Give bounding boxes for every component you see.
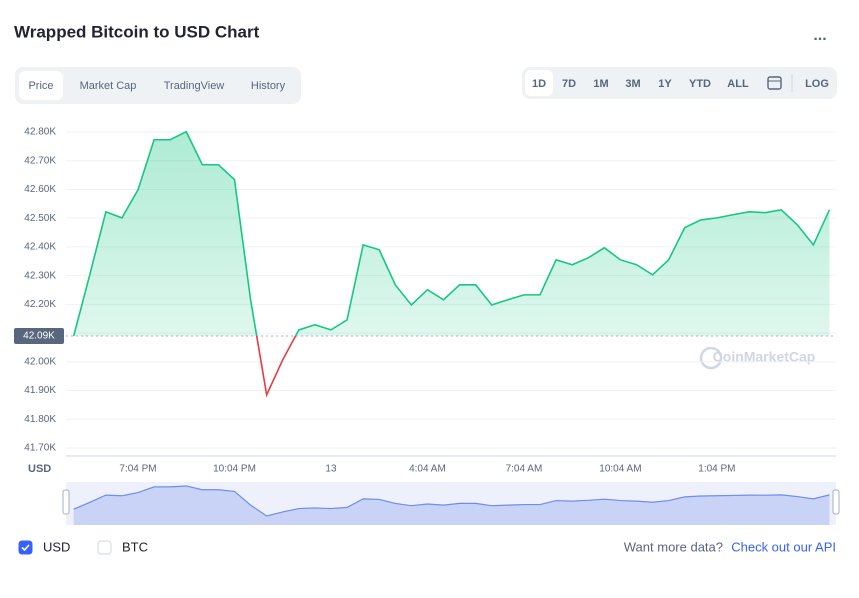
watermark: CoinMarketCap — [713, 349, 816, 365]
price-line — [72, 130, 831, 336]
navigator-area — [73, 485, 830, 525]
range-button[interactable]: 1Y — [658, 78, 672, 90]
footer-question: Want more data? — [624, 539, 723, 554]
y-tick-label: 42.80K — [24, 127, 56, 138]
y-tick-label: 42.60K — [24, 184, 56, 195]
tab[interactable]: TradingView — [164, 80, 225, 92]
y-axis-label: USD — [28, 463, 51, 475]
x-tick-label: 10:04 PM — [213, 464, 256, 475]
y-tick-label: 42.50K — [24, 213, 56, 224]
menu-button[interactable]: ... — [813, 27, 826, 44]
title: Wrapped Bitcoin to USD Chart — [14, 22, 260, 41]
tab[interactable]: Price — [28, 80, 53, 92]
tab[interactable]: History — [251, 80, 286, 92]
range-button[interactable]: 3M — [625, 78, 640, 90]
x-tick-label: 7:04 PM — [119, 464, 156, 475]
y-tick-label: 42.00K — [24, 356, 56, 367]
y-tick-label: 42.70K — [24, 155, 56, 166]
x-tick-label: 13 — [325, 464, 337, 475]
y-tick-label: 42.40K — [24, 242, 56, 253]
navigator-line — [73, 485, 830, 517]
legend-label[interactable]: USD — [43, 539, 70, 554]
calendar-icon[interactable] — [767, 76, 782, 90]
watermark-logo — [699, 346, 723, 370]
y-tick-label: 42.20K — [24, 299, 56, 310]
x-tick-label: 10:04 AM — [599, 464, 641, 475]
navigator-handle[interactable] — [832, 489, 840, 515]
x-tick-label: 4:04 AM — [409, 464, 446, 475]
x-tick-label: 7:04 AM — [506, 464, 543, 475]
range-button[interactable]: 1M — [593, 78, 608, 90]
range-button[interactable]: ALL — [727, 78, 749, 90]
reference-label-box — [14, 327, 64, 344]
reference-label: 42.09K — [23, 331, 55, 342]
range-button[interactable]: 1D — [532, 78, 546, 90]
area — [73, 131, 830, 336]
x-tick-label: 1:04 PM — [698, 464, 735, 475]
range-bar — [522, 67, 837, 99]
y-tick-label: 41.80K — [24, 414, 56, 425]
checkbox[interactable] — [97, 540, 112, 555]
checkmark — [21, 544, 30, 552]
legend-label[interactable]: BTC — [122, 539, 148, 554]
tab[interactable]: Market Cap — [80, 80, 137, 92]
range-button[interactable]: 7D — [562, 78, 576, 90]
checkbox[interactable] — [18, 540, 33, 555]
tab-bar — [15, 67, 301, 104]
log-button[interactable]: LOG — [805, 78, 829, 90]
y-tick-label: 41.70K — [24, 443, 56, 454]
navigator-handle[interactable] — [62, 489, 70, 515]
api-link[interactable]: Check out our API — [731, 539, 836, 554]
y-tick-label: 41.90K — [24, 385, 56, 396]
range-button[interactable]: YTD — [689, 78, 711, 90]
y-tick-label: 42.30K — [24, 270, 56, 281]
tab-selected — [19, 71, 63, 100]
range-selected — [525, 70, 553, 96]
